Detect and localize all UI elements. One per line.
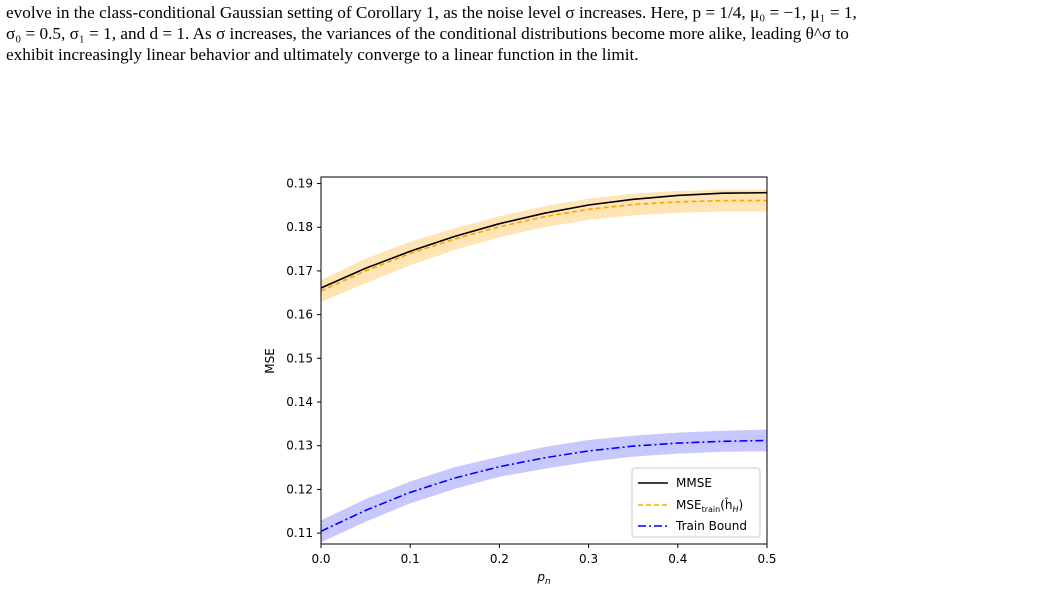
caption-line-2: σ₀ = 0.5, σ₁ = 1, and d = 1. As σ increa… xyxy=(6,24,849,43)
y-tick-label: 0.13 xyxy=(286,439,313,453)
train-bound-line xyxy=(320,439,768,533)
legend-bound-label: Train Bound xyxy=(675,519,747,533)
x-tick-label: 0.3 xyxy=(579,552,598,566)
x-tick-label: 0.5 xyxy=(757,552,776,566)
mse-train-h-band xyxy=(321,189,767,302)
y-tick-label: 0.14 xyxy=(286,395,313,409)
legend-msetrain-label: MSEtrain(ĥH) xyxy=(676,497,743,514)
y-tick-label: 0.18 xyxy=(286,220,313,234)
plot-frame xyxy=(320,176,768,545)
y-tick-label: 0.15 xyxy=(286,351,313,365)
mmse-line xyxy=(320,191,768,289)
figure-caption: evolve in the class-conditional Gaussian… xyxy=(6,2,1036,65)
legend-mmse-label: MMSE xyxy=(676,476,712,490)
legend-box xyxy=(631,467,761,538)
mse-train-h-line xyxy=(320,199,767,292)
confidence-bands xyxy=(321,189,767,543)
y-tick-label: 0.19 xyxy=(286,177,313,191)
x-tick-label: 0.0 xyxy=(311,552,330,566)
x-axis-label: p_npn xyxy=(536,570,551,587)
y-tick-label: 0.12 xyxy=(286,482,313,496)
y-tick-label: 0.17 xyxy=(286,264,313,278)
x-tick-label: 0.1 xyxy=(401,552,420,566)
train-bound-band xyxy=(321,429,767,543)
legend: MMSE MSEtrain(ĥH) Train Bound xyxy=(631,467,761,538)
y-axis-label: MSE xyxy=(263,348,277,374)
x-tick-label: 0.4 xyxy=(668,552,687,566)
caption-line-3: exhibit increasingly linear behavior and… xyxy=(6,45,639,64)
y-tick-label: 0.11 xyxy=(286,526,313,540)
series-lines xyxy=(320,191,768,533)
x-axis: 0.0 0.1 0.2 0.3 0.4 0.5 xyxy=(311,544,777,566)
y-tick-label: 0.16 xyxy=(286,308,313,322)
caption-line-1: evolve in the class-conditional Gaussian… xyxy=(6,3,857,22)
y-axis: 0.11 0.12 0.13 0.14 0.15 0.16 0.17 0.18 0.19 xyxy=(286,177,321,540)
x-tick-label: 0.2 xyxy=(490,552,509,566)
